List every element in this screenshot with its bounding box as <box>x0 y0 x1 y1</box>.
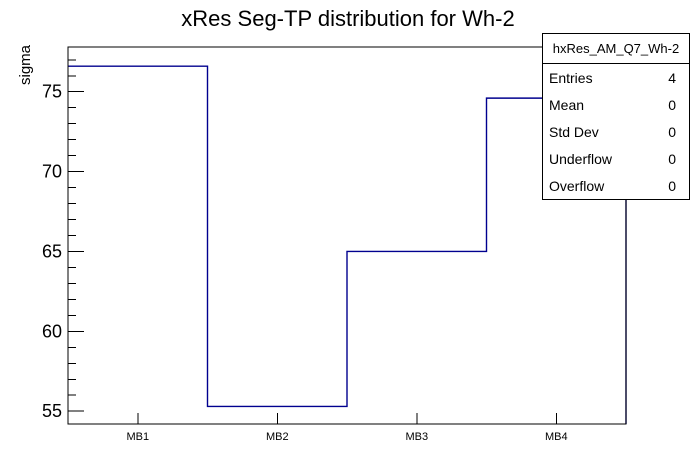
stat-label: Underflow <box>549 150 613 167</box>
x-tick-label: MB1 <box>126 431 149 443</box>
x-tick-label: MB2 <box>266 431 289 443</box>
chart-title: xRes Seg-TP distribution for Wh-2 <box>181 6 515 31</box>
y-tick-label: 75 <box>42 82 62 102</box>
x-tick-label: MB3 <box>405 431 428 443</box>
stats-row-overflow: Overflow 0 <box>543 172 689 199</box>
stat-label: Overflow <box>549 177 605 194</box>
y-tick-label: 60 <box>42 321 62 341</box>
stat-label: Entries <box>549 69 593 86</box>
stats-box-title: hxRes_AM_Q7_Wh-2 <box>543 34 689 64</box>
stat-value: 0 <box>668 150 676 167</box>
y-tick-label: 55 <box>42 401 62 421</box>
stat-value: 0 <box>668 96 676 113</box>
stat-label: Std Dev <box>549 123 599 140</box>
stat-value: 0 <box>668 177 676 194</box>
stat-value: 0 <box>668 123 676 140</box>
stat-value: 4 <box>668 69 676 86</box>
stats-row-entries: Entries 4 <box>543 64 689 91</box>
stats-rows: Entries 4 Mean 0 Std Dev 0 Underflow 0 O… <box>543 64 689 199</box>
stats-row-underflow: Underflow 0 <box>543 145 689 172</box>
y-tick-label: 70 <box>42 162 62 182</box>
stats-row-stddev: Std Dev 0 <box>543 118 689 145</box>
stat-label: Mean <box>549 96 585 113</box>
y-axis-title: sigma <box>17 44 34 85</box>
stats-row-mean: Mean 0 <box>543 91 689 118</box>
stats-box: hxRes_AM_Q7_Wh-2 Entries 4 Mean 0 Std De… <box>542 33 690 200</box>
y-tick-label: 65 <box>42 241 62 261</box>
x-tick-label: MB4 <box>545 431 568 443</box>
